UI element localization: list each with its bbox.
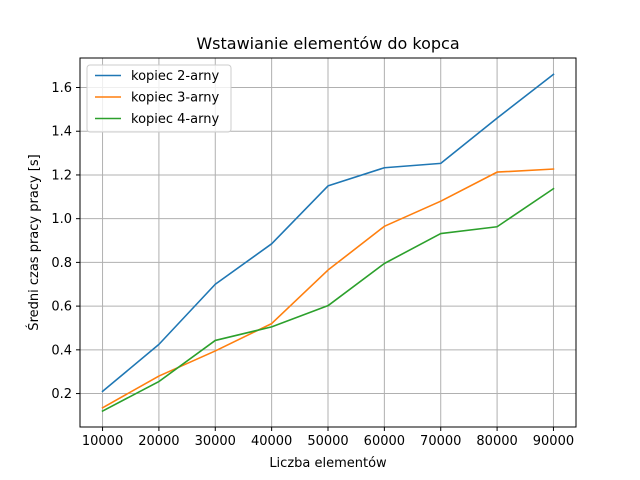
x-tick-label: 90000 [533,434,574,449]
x-axis-label: Liczba elementów [269,456,387,471]
series-line-3 [101,187,555,413]
y-axis-label: Średni czas pracy pracy [s] [26,154,42,330]
x-tick-label: 10000 [82,434,123,449]
y-tick-label: 0.4 [51,343,72,358]
y-tick-label: 0.2 [51,387,72,402]
x-axis: 10000 20000 30000 40000 50000 60000 70000 80000… [82,427,574,449]
x-tick-label: 50000 [307,434,348,449]
x-tick-label: 30000 [195,434,236,449]
x-tick-label: 40000 [251,434,292,449]
legend-box [86,64,232,133]
chart-title: Wstawianie elementów do kopca [196,34,459,53]
y-axis: 0.2 0.4 0.6 0.8 1.0 1.2 1.4 1.6 [51,81,80,402]
x-tick-label: 60000 [364,434,405,449]
x-tick-label: 80000 [476,434,517,449]
y-tick-label: 1.6 [51,81,72,96]
series-layer [101,73,555,413]
y-tick-label: 0.6 [51,300,72,315]
legend-label: kopiec 4-arny [131,112,219,127]
legend-label: kopiec 2-arny [131,69,219,84]
y-tick-label: 1.4 [51,125,72,140]
series-line-1 [101,73,555,393]
y-tick-label: 1.0 [51,212,72,227]
legend-label: kopiec 3-arny [131,91,219,106]
x-tick-label: 20000 [138,434,179,449]
y-tick-label: 0.8 [51,256,72,271]
y-tick-label: 1.2 [51,168,72,183]
x-tick-label: 70000 [420,434,461,449]
legend: kopiec 2-arny kopiec 3-arny kopiec 4-arny [86,64,232,133]
